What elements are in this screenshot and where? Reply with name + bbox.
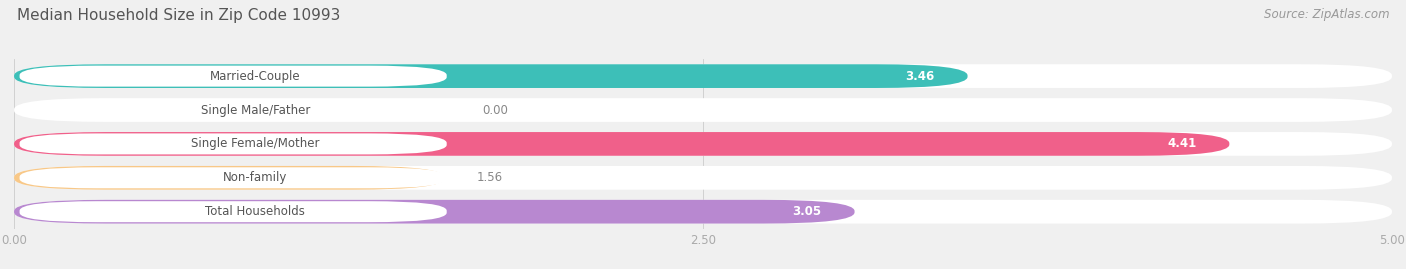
- FancyBboxPatch shape: [20, 66, 447, 87]
- FancyBboxPatch shape: [20, 201, 447, 222]
- Text: 3.05: 3.05: [793, 205, 821, 218]
- FancyBboxPatch shape: [14, 64, 1392, 88]
- Text: 4.41: 4.41: [1167, 137, 1197, 150]
- Text: Single Female/Mother: Single Female/Mother: [191, 137, 319, 150]
- FancyBboxPatch shape: [14, 166, 444, 190]
- FancyBboxPatch shape: [20, 100, 447, 121]
- FancyBboxPatch shape: [14, 132, 1392, 156]
- FancyBboxPatch shape: [14, 132, 1229, 156]
- FancyBboxPatch shape: [14, 98, 1392, 122]
- FancyBboxPatch shape: [14, 200, 855, 224]
- FancyBboxPatch shape: [14, 166, 1392, 190]
- Text: Non-family: Non-family: [224, 171, 287, 184]
- Text: Single Male/Father: Single Male/Father: [201, 104, 309, 116]
- FancyBboxPatch shape: [14, 200, 1392, 224]
- Text: 0.00: 0.00: [482, 104, 509, 116]
- Text: 1.56: 1.56: [477, 171, 503, 184]
- FancyBboxPatch shape: [14, 64, 967, 88]
- FancyBboxPatch shape: [20, 167, 447, 188]
- Text: Median Household Size in Zip Code 10993: Median Household Size in Zip Code 10993: [17, 8, 340, 23]
- FancyBboxPatch shape: [20, 133, 447, 154]
- Text: Total Households: Total Households: [205, 205, 305, 218]
- Text: 3.46: 3.46: [905, 70, 935, 83]
- Text: Married-Couple: Married-Couple: [209, 70, 301, 83]
- Text: Source: ZipAtlas.com: Source: ZipAtlas.com: [1264, 8, 1389, 21]
